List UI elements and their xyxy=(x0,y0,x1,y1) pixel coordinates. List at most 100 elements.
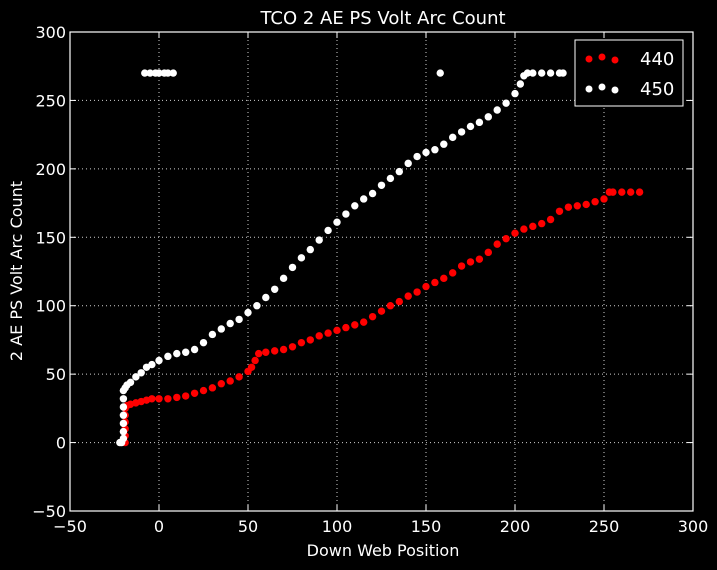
series-0-point-21 xyxy=(235,373,243,381)
ticks-layer: −50 0 50 100 150 200 250 300 −50 0 50 100 150 200 250 3… xyxy=(32,23,708,536)
series-1-point-24 xyxy=(226,319,234,328)
series-0-point-25 xyxy=(254,349,263,358)
legend-450-dot-1 xyxy=(585,85,593,93)
series-1-point-38 xyxy=(351,202,359,210)
series-0-point-50 xyxy=(475,255,484,263)
series-0-point-69 xyxy=(635,188,644,196)
series-1-point-64 xyxy=(559,69,567,77)
series-0-point-23 xyxy=(247,363,256,371)
series-0-point-49 xyxy=(466,258,475,266)
series-1-point-30 xyxy=(279,274,288,283)
series-1-point-35 xyxy=(324,226,332,235)
series-0-point-42 xyxy=(404,292,412,300)
series-1-point-57 xyxy=(516,80,525,88)
series-1-point-68 xyxy=(155,69,163,77)
series-0-point-66 xyxy=(609,188,617,196)
series-0-point-17 xyxy=(199,386,208,395)
series-1-point-5 xyxy=(119,411,128,419)
series-1-point-4 xyxy=(119,419,128,428)
legend-item-440: 440 xyxy=(585,49,674,70)
series-0-point-16 xyxy=(190,389,199,398)
x-tick-label-4: 150 xyxy=(411,517,442,536)
series-0-point-33 xyxy=(324,329,332,337)
x-tick-label-6: 250 xyxy=(589,517,620,536)
series-0-point-53 xyxy=(502,234,510,243)
series-1-point-47 xyxy=(431,145,439,154)
series-0-point-51 xyxy=(484,248,492,257)
series-0-point-11 xyxy=(148,395,156,403)
series-1-point-48 xyxy=(440,140,448,148)
series-0-point-41 xyxy=(395,297,403,306)
series-1-point-3 xyxy=(119,427,128,436)
series-0-point-24 xyxy=(251,356,259,365)
series-0-point-13 xyxy=(164,395,172,403)
series-0-point-67 xyxy=(618,188,626,196)
x-axis-label: Down Web Position xyxy=(307,541,460,560)
series-1-point-6 xyxy=(119,403,128,411)
series-0-point-47 xyxy=(449,269,457,277)
series-0-point-54 xyxy=(511,229,519,237)
series-1-point-19 xyxy=(182,348,190,356)
series-1-point-41 xyxy=(377,181,386,189)
series-0-point-40 xyxy=(386,302,395,310)
series-1-point-31 xyxy=(288,263,297,272)
series-1-point-50 xyxy=(457,128,466,136)
series-0-point-64 xyxy=(600,195,608,203)
series-1-point-16 xyxy=(155,356,163,365)
series-1-point-60 xyxy=(529,69,537,77)
legend-450-dot-3 xyxy=(611,86,619,94)
series-0-point-48 xyxy=(457,262,466,270)
series-0-point-29 xyxy=(288,343,297,351)
axes-layer xyxy=(69,31,694,512)
series-0-point-45 xyxy=(431,278,439,287)
series-1-point-29 xyxy=(271,285,279,293)
series-1-point-43 xyxy=(395,167,403,176)
y-tick-label-4: 150 xyxy=(35,228,66,247)
series-1-point-18 xyxy=(173,349,181,358)
series-0-point-58 xyxy=(546,215,555,224)
x-tick-label-7: 300 xyxy=(678,517,709,536)
series-1-point-40 xyxy=(368,189,377,198)
series-0-point-19 xyxy=(217,380,225,388)
series-1-point-28 xyxy=(262,293,270,302)
y-tick-label-1: 0 xyxy=(56,434,66,453)
series-1-point-39 xyxy=(360,195,368,203)
series-1-point-52 xyxy=(475,118,484,127)
x-tick-label-5: 200 xyxy=(500,517,531,536)
series-1-point-70 xyxy=(164,69,172,77)
series-1-point-65 xyxy=(141,69,149,77)
x-tick-label-3: 100 xyxy=(322,517,353,536)
series-1-point-17 xyxy=(164,352,172,361)
series-0-point-52 xyxy=(493,240,501,248)
y-tick-label-7: 300 xyxy=(35,23,66,42)
series-0-point-34 xyxy=(333,326,341,335)
series-1-point-32 xyxy=(297,254,306,262)
series-1-point-26 xyxy=(244,308,252,317)
series-0-point-60 xyxy=(564,203,573,211)
series-0-point-43 xyxy=(413,288,421,296)
series-0-point-12 xyxy=(155,395,163,403)
x-tick-label-2: 50 xyxy=(238,517,258,536)
series-1-point-42 xyxy=(386,174,395,183)
series-1-point-34 xyxy=(315,236,323,244)
legend-box xyxy=(574,39,684,107)
series-1-point-20 xyxy=(190,345,199,354)
legend-label-440: 440 xyxy=(640,49,674,70)
series-0-point-59 xyxy=(555,207,564,215)
chart-title: TCO 2 AE PS Volt Arc Count xyxy=(259,8,505,29)
series-1-point-11 xyxy=(126,378,135,387)
series-0-point-68 xyxy=(627,188,635,196)
series-1-point-36 xyxy=(333,218,341,226)
series-0-point-14 xyxy=(173,393,181,402)
plot-frame xyxy=(69,31,694,512)
series-1-point-72 xyxy=(436,69,444,77)
y-tick-label-6: 250 xyxy=(35,91,66,110)
series-1-point-61 xyxy=(538,69,546,77)
y-tick-label-3: 100 xyxy=(35,297,66,316)
series-1-point-51 xyxy=(466,122,475,131)
series-0-point-62 xyxy=(582,200,590,209)
series-layer xyxy=(116,69,644,447)
series-1-point-49 xyxy=(449,133,457,142)
series-0-point-57 xyxy=(538,219,546,228)
series-1-point-56 xyxy=(511,89,519,98)
